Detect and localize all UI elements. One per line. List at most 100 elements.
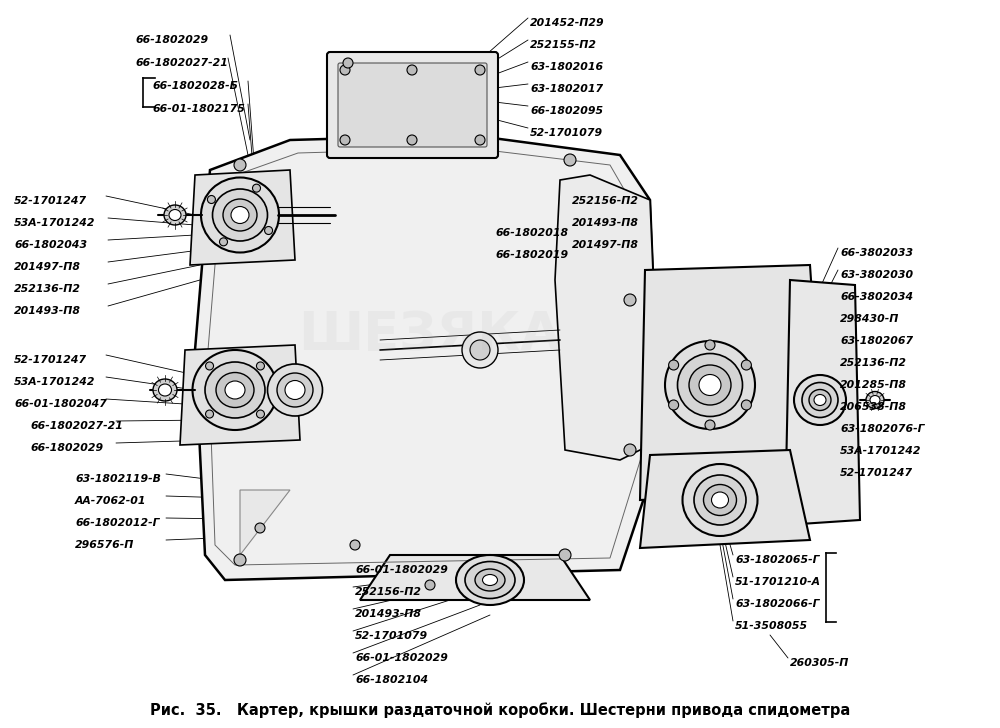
Text: 52-1701247: 52-1701247	[840, 468, 913, 478]
Circle shape	[407, 135, 417, 145]
Circle shape	[234, 159, 246, 171]
Circle shape	[705, 340, 715, 350]
Circle shape	[350, 540, 360, 550]
Ellipse shape	[285, 381, 305, 400]
Ellipse shape	[192, 350, 278, 430]
Polygon shape	[785, 280, 860, 525]
Ellipse shape	[225, 381, 245, 399]
Circle shape	[207, 196, 215, 204]
Circle shape	[470, 340, 490, 360]
Ellipse shape	[814, 395, 826, 405]
Ellipse shape	[212, 189, 268, 241]
Ellipse shape	[682, 464, 758, 536]
Text: 66-1802104: 66-1802104	[355, 675, 428, 685]
Ellipse shape	[699, 374, 721, 395]
Circle shape	[475, 65, 485, 75]
Ellipse shape	[169, 210, 181, 221]
Circle shape	[340, 135, 350, 145]
Ellipse shape	[704, 485, 736, 515]
Circle shape	[340, 65, 350, 75]
Text: АА-7062-01: АА-7062-01	[75, 496, 146, 506]
Circle shape	[741, 360, 751, 370]
Text: 66-1802043: 66-1802043	[14, 240, 87, 250]
Text: 63-1802067: 63-1802067	[840, 336, 913, 346]
Ellipse shape	[475, 569, 505, 591]
Text: 66-1802029: 66-1802029	[135, 35, 208, 45]
Text: 66-1802018: 66-1802018	[495, 228, 568, 238]
Ellipse shape	[153, 379, 177, 401]
Text: 52-1701079: 52-1701079	[355, 631, 428, 641]
Text: 66-1802029: 66-1802029	[30, 443, 103, 453]
Ellipse shape	[809, 389, 831, 411]
Circle shape	[624, 294, 636, 306]
Circle shape	[564, 154, 576, 166]
Ellipse shape	[158, 384, 172, 396]
Circle shape	[669, 400, 679, 410]
Circle shape	[255, 523, 265, 533]
Ellipse shape	[866, 392, 884, 408]
Text: 66-01-1802029: 66-01-1802029	[355, 565, 448, 575]
FancyBboxPatch shape	[338, 63, 487, 147]
Ellipse shape	[201, 178, 279, 253]
Text: 252136-П2: 252136-П2	[14, 284, 81, 294]
Text: 252136-П2: 252136-П2	[840, 358, 907, 368]
Polygon shape	[190, 170, 295, 265]
Ellipse shape	[802, 382, 838, 417]
Text: 66-1802027-21: 66-1802027-21	[135, 58, 228, 68]
Text: 63-1802119-В: 63-1802119-В	[75, 474, 161, 484]
Ellipse shape	[870, 395, 880, 405]
Text: 51-3508055: 51-3508055	[735, 621, 808, 631]
Ellipse shape	[268, 364, 322, 416]
Circle shape	[705, 420, 715, 430]
Text: 66-1802012-Г: 66-1802012-Г	[75, 518, 160, 528]
Text: 52-1701247: 52-1701247	[14, 196, 87, 206]
Circle shape	[462, 332, 498, 368]
Text: 63-1802017: 63-1802017	[530, 84, 603, 94]
Circle shape	[407, 65, 417, 75]
Text: 52-1701247: 52-1701247	[14, 355, 87, 365]
Text: 66-1802027-21: 66-1802027-21	[30, 421, 123, 431]
Text: 206538-П8: 206538-П8	[840, 402, 907, 412]
Text: 53А-1701242: 53А-1701242	[840, 446, 922, 456]
Ellipse shape	[277, 373, 313, 407]
Circle shape	[425, 580, 435, 590]
Ellipse shape	[164, 205, 186, 225]
Ellipse shape	[231, 207, 249, 223]
Text: 66-3802034: 66-3802034	[840, 292, 913, 302]
Text: 66-01-1802047: 66-01-1802047	[14, 399, 107, 409]
Circle shape	[234, 554, 246, 566]
Circle shape	[265, 226, 273, 234]
Text: 66-1802019: 66-1802019	[495, 250, 568, 260]
Ellipse shape	[223, 199, 257, 231]
Circle shape	[741, 400, 751, 410]
Text: 63-1802016: 63-1802016	[530, 62, 603, 72]
Text: 63-1802066-Г: 63-1802066-Г	[735, 599, 820, 609]
Ellipse shape	[694, 475, 746, 525]
Text: 252156-П2: 252156-П2	[355, 587, 422, 597]
Polygon shape	[640, 450, 810, 548]
Text: 201493-П8: 201493-П8	[572, 218, 639, 228]
Circle shape	[256, 362, 264, 370]
Text: ШЕЗЯКА: ШЕЗЯКА	[298, 309, 562, 361]
Text: 63-1802065-Г: 63-1802065-Г	[735, 555, 820, 565]
Text: 52-1701079: 52-1701079	[530, 128, 603, 138]
Text: 201452-П29: 201452-П29	[530, 18, 605, 28]
Circle shape	[475, 135, 485, 145]
Text: 63-3802030: 63-3802030	[840, 270, 913, 280]
Text: 201493-П8: 201493-П8	[14, 306, 81, 316]
Text: 66-01-1802175: 66-01-1802175	[152, 104, 245, 114]
Circle shape	[206, 362, 214, 370]
Polygon shape	[360, 555, 590, 600]
Polygon shape	[240, 490, 290, 555]
Text: 252155-П2: 252155-П2	[530, 40, 597, 50]
Circle shape	[206, 410, 214, 418]
Ellipse shape	[205, 362, 265, 418]
Text: 51-1701210-А: 51-1701210-А	[735, 577, 821, 587]
Polygon shape	[195, 135, 660, 580]
Text: 63-1802076-Г: 63-1802076-Г	[840, 424, 924, 434]
Text: 66-1802095: 66-1802095	[530, 106, 603, 116]
Polygon shape	[180, 345, 300, 445]
Ellipse shape	[482, 574, 498, 585]
Circle shape	[220, 238, 228, 246]
Ellipse shape	[689, 365, 731, 405]
